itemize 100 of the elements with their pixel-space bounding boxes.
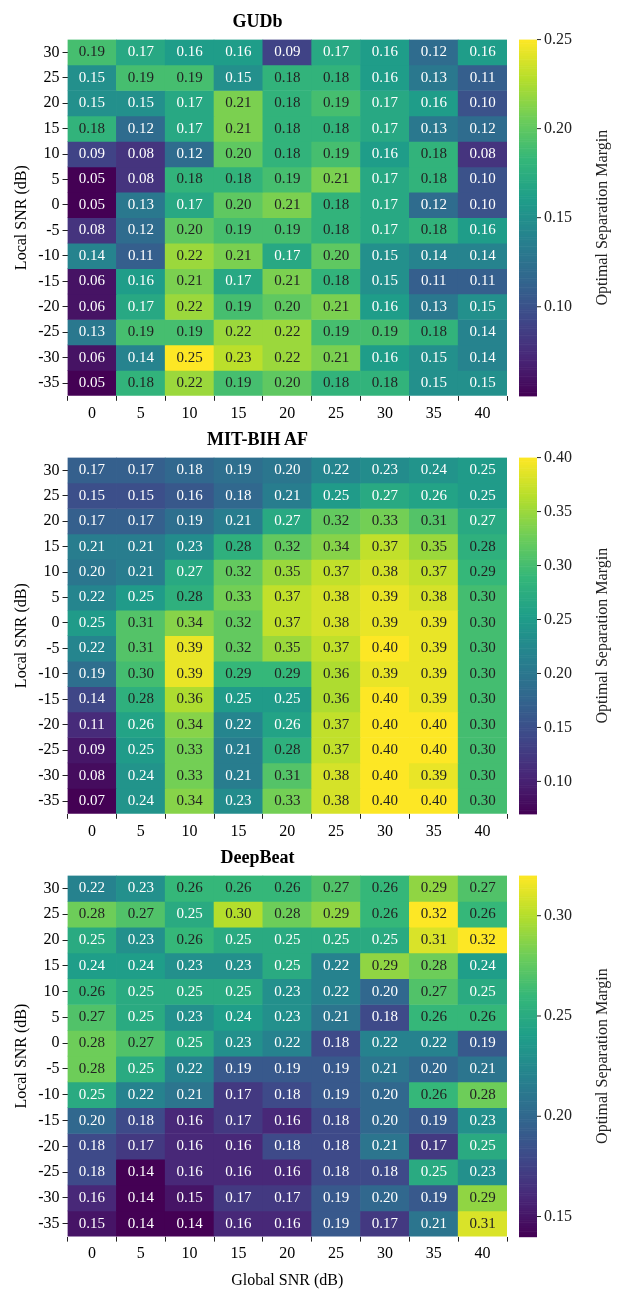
data-label: 0.12 [127, 119, 154, 136]
data-label: 0.39 [420, 613, 447, 630]
color-bar-label: 0.15 [544, 207, 572, 225]
data-label: 0.18 [322, 1163, 350, 1180]
data-label: 0.16 [420, 94, 448, 111]
data-label: 0.25 [322, 486, 350, 503]
data-label: 0.26 [420, 486, 448, 503]
y-tick-label: 10 [43, 144, 60, 162]
data-label: 0.40 [420, 741, 447, 758]
data-label: 0.18 [176, 170, 203, 187]
data-label: 0.14 [469, 348, 497, 365]
data-label: 0.16 [274, 1214, 301, 1231]
data-label: 0.19 [225, 1059, 252, 1076]
data-label: 0.16 [127, 272, 155, 289]
data-label: 0.30 [469, 715, 496, 732]
x-tick-label: 30 [376, 403, 393, 421]
data-label: 0.35 [274, 639, 301, 656]
data-label: 0.23 [225, 956, 252, 973]
data-label: 0.25 [78, 1085, 106, 1102]
data-label: 0.21 [420, 1214, 447, 1231]
data-label: 0.37 [322, 563, 350, 580]
y-tick-label: -10 [38, 246, 60, 264]
data-label: 0.15 [127, 486, 154, 503]
data-label: 0.40 [371, 639, 399, 656]
color-bar-label: 0.10 [544, 771, 572, 789]
x-tick-label: 15 [230, 821, 247, 839]
y-tick-label: 20 [43, 93, 60, 111]
x-tick-label: 10 [181, 1244, 198, 1262]
data-label: 0.28 [469, 537, 496, 554]
data-label: 0.31 [420, 931, 447, 947]
data-label: 0.18 [322, 272, 350, 289]
x-tick-label: 0 [87, 403, 96, 421]
data-label: 0.30 [225, 905, 252, 922]
data-label: 0.17 [176, 94, 204, 111]
data-label: 0.19 [420, 1188, 447, 1205]
data-label: 0.21 [274, 486, 301, 503]
data-label: 0.27 [322, 879, 350, 896]
data-label: 0.26 [371, 879, 399, 896]
data-label: 0.13 [127, 195, 154, 212]
y-tick-label: -15 [38, 689, 60, 707]
data-label: 0.25 [78, 931, 106, 947]
y-tick-label: 25 [43, 485, 60, 503]
data-label: 0.19 [78, 664, 106, 681]
data-label: 0.25 [469, 486, 496, 503]
data-label: 0.15 [469, 374, 496, 391]
data-label: 0.17 [371, 1214, 399, 1231]
data-label: 0.23 [274, 982, 301, 999]
data-label: 0.19 [322, 1188, 350, 1205]
data-label: 0.17 [78, 512, 106, 529]
data-label: 0.17 [274, 1188, 301, 1205]
data-label: 0.28 [225, 537, 252, 554]
data-label: 0.18 [274, 1085, 301, 1102]
data-label: 0.40 [420, 715, 447, 732]
data-label: 0.15 [127, 94, 154, 111]
x-tick-label: 15 [230, 403, 247, 421]
data-label: 0.27 [274, 512, 301, 529]
data-label: 0.19 [225, 297, 252, 314]
data-label: 0.16 [225, 1137, 253, 1154]
data-label: 0.18 [371, 374, 399, 391]
data-label: 0.18 [78, 1163, 106, 1180]
data-label: 0.27 [127, 905, 155, 922]
data-label: 0.32 [322, 512, 350, 529]
data-label: 0.21 [225, 246, 252, 263]
y-tick-label: -20 [38, 296, 60, 314]
x-tick-label: 10 [181, 821, 198, 839]
chart-title: DeepBeat [220, 847, 295, 868]
data-label: 0.30 [469, 766, 496, 783]
data-label: 0.39 [176, 639, 203, 656]
data-label: 0.18 [322, 1034, 350, 1051]
data-label: 0.24 [225, 1008, 253, 1025]
data-label: 0.29 [225, 664, 252, 681]
data-label: 0.06 [78, 348, 106, 365]
data-label: 0.25 [469, 982, 496, 999]
data-label: 0.17 [127, 297, 155, 314]
data-label: 0.19 [322, 323, 350, 340]
data-label: 0.20 [420, 1059, 447, 1076]
x-tick-label: 30 [376, 821, 393, 839]
x-tick-label: 25 [328, 821, 345, 839]
data-label: 0.33 [176, 741, 203, 758]
data-label: 0.14 [469, 246, 497, 263]
data-label: 0.18 [420, 323, 447, 340]
data-label: 0.19 [225, 221, 252, 238]
data-label: 0.21 [176, 1085, 203, 1102]
data-label: 0.18 [322, 119, 350, 136]
data-label: 0.22 [274, 323, 301, 340]
data-label: 0.22 [274, 348, 301, 365]
y-tick-label: -10 [38, 664, 60, 682]
data-label: 0.25 [176, 1034, 203, 1051]
y-axis-title: Local SNR (dB) [11, 583, 30, 689]
y-tick-label: -25 [38, 1162, 60, 1180]
data-label: 0.19 [420, 1111, 447, 1128]
data-label: 0.18 [225, 486, 252, 503]
data-label: 0.17 [420, 1137, 448, 1154]
data-label: 0.39 [420, 639, 447, 656]
data-label: 0.19 [322, 145, 350, 162]
x-tick-label: 35 [425, 1244, 442, 1262]
data-label: 0.35 [420, 537, 447, 554]
data-label: 0.30 [469, 613, 496, 630]
data-label: 0.40 [371, 792, 399, 809]
data-label: 0.14 [127, 1214, 155, 1231]
